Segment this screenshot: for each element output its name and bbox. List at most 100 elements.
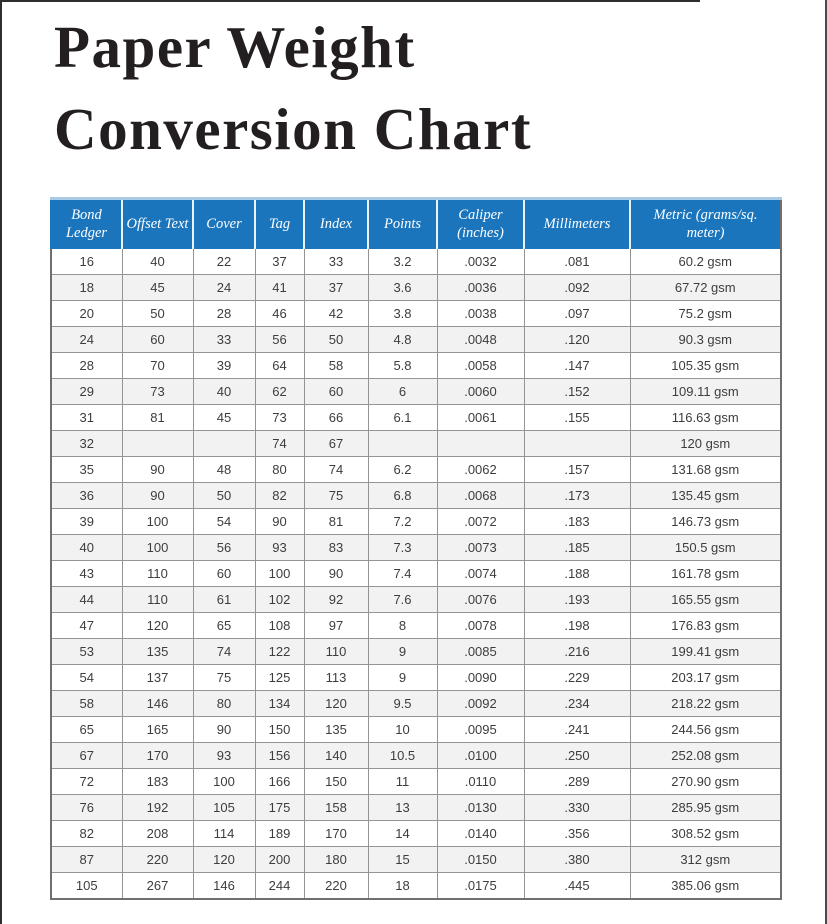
table-cell: 146.73 gsm (629, 508, 782, 535)
table-cell: 90 (121, 456, 194, 483)
table-row: 54 137 75 125 113 9.0090.229 203.17 gsm (50, 664, 782, 691)
table-cell: 100 (121, 534, 194, 561)
table-cell: .0150 (436, 846, 525, 873)
table-cell: 58 (303, 352, 369, 379)
table-cell: .0110 (436, 768, 525, 795)
table-row: 53 135 74 122 110 9.0085.216 199.41 gsm (50, 638, 782, 665)
table-cell: 105 (50, 872, 123, 900)
table-cell: 60.2 gsm (629, 248, 782, 275)
table-row: 36 90 50 82 75 6.8.0068.173 135.45 gsm (50, 482, 782, 509)
table-cell: .0076 (436, 586, 525, 613)
table-cell: 45 (121, 274, 194, 301)
table-cell: 244.56 gsm (629, 716, 782, 743)
table-cell: 90 (192, 716, 256, 743)
table-row: 40 100 56 93 83 7.3.0073.185 150.5 gsm (50, 534, 782, 561)
table-cell: 125 (254, 664, 305, 691)
table-cell: 170 (303, 820, 369, 847)
table-cell: 47 (50, 612, 123, 639)
table-cell: 18 (367, 872, 438, 900)
table-cell: 74 (303, 456, 369, 483)
table-cell: 41 (254, 274, 305, 301)
column-header-bond-ledger: Bond Ledger (50, 197, 122, 249)
table-cell: 135.45 gsm (629, 482, 782, 509)
table-cell: 33 (303, 248, 369, 275)
table-cell: 4.8 (367, 326, 438, 353)
table-cell: 285.95 gsm (629, 794, 782, 821)
table-cell: 50 (121, 300, 194, 327)
table-cell: .173 (523, 482, 631, 509)
page-edge-top-line (0, 0, 700, 2)
table-row: 47 120 65 108 97 8.0078.198 176.83 gsm (50, 612, 782, 639)
table-cell: 9.5 (367, 690, 438, 717)
table-row: 72 183 100 166 150 11.0110.289 270.90 gsm (50, 768, 782, 795)
table-cell: 56 (192, 534, 256, 561)
table-header-row: Bond Ledger Offset Text Cover Tag Index … (50, 197, 781, 249)
table-cell: 150 (303, 768, 369, 795)
table-cell: 110 (121, 560, 194, 587)
table-cell: 165 (121, 716, 194, 743)
table-cell: 113 (303, 664, 369, 691)
table-cell: 74 (192, 638, 256, 665)
table-cell: 3.6 (367, 274, 438, 301)
table-cell: .0130 (436, 794, 525, 821)
table-cell: 150.5 gsm (629, 534, 782, 561)
table-cell: 158 (303, 794, 369, 821)
table-cell: 3.2 (367, 248, 438, 275)
table-cell: 65 (50, 716, 123, 743)
table-cell: 105 (192, 794, 256, 821)
table-cell: 220 (121, 846, 194, 873)
table-cell: 65 (192, 612, 256, 639)
table-cell: .0032 (436, 248, 525, 275)
table-cell: 90 (303, 560, 369, 587)
table-cell: .0090 (436, 664, 525, 691)
column-header-metric: Metric (grams/sq. meter) (629, 197, 781, 249)
table-cell: .0175 (436, 872, 525, 900)
table-cell: 244 (254, 872, 305, 900)
table-cell: .0100 (436, 742, 525, 769)
table-cell (436, 430, 525, 457)
table-cell: 40 (50, 534, 123, 561)
table-cell: 146 (192, 872, 256, 900)
table-body: 16 40 22 37 33 3.2.0032.081 60.2 gsm 18 45 24 41 37… (50, 248, 782, 900)
table-cell: 16 (50, 248, 123, 275)
table-row: 67 170 93 156 140 10.5.0100.250 252.08 gsm (50, 742, 782, 769)
table-cell (523, 430, 631, 457)
table-cell: .081 (523, 248, 631, 275)
page-title-line-2: Conversion Chart (54, 96, 532, 162)
table-cell: .0073 (436, 534, 525, 561)
table-cell: 54 (50, 664, 123, 691)
table-cell: .0061 (436, 404, 525, 431)
table-cell: 48 (192, 456, 256, 483)
table-cell: 180 (303, 846, 369, 873)
table-cell: 5.8 (367, 352, 438, 379)
table-cell: 28 (192, 300, 256, 327)
table-cell: .241 (523, 716, 631, 743)
table-cell: 75.2 gsm (629, 300, 782, 327)
table-row: 87 220 120 200 180 15.0150.380 312 gsm (50, 846, 782, 873)
column-header-index: Index (303, 197, 368, 249)
table-cell: 74 (254, 430, 305, 457)
table-cell: 146 (121, 690, 194, 717)
table-cell: 28 (50, 352, 123, 379)
paper-weight-conversion-table: Bond Ledger Offset Text Cover Tag Index … (50, 197, 782, 900)
table-cell: .097 (523, 300, 631, 327)
table-cell: 6.1 (367, 404, 438, 431)
table-cell: 37 (254, 248, 305, 275)
table-cell: .0085 (436, 638, 525, 665)
table-cell: 90.3 gsm (629, 326, 782, 353)
table-cell: 220 (303, 872, 369, 900)
table-cell: 122 (254, 638, 305, 665)
table-cell: .147 (523, 352, 631, 379)
table-row: 43 110 60 100 90 7.4.0074.188 161.78 gsm (50, 560, 782, 587)
table-cell: .0068 (436, 482, 525, 509)
table-cell: 54 (192, 508, 256, 535)
table-cell: .092 (523, 274, 631, 301)
table-cell: .0095 (436, 716, 525, 743)
table-cell: .0060 (436, 378, 525, 405)
column-header-cover: Cover (192, 197, 255, 249)
table-cell: .120 (523, 326, 631, 353)
table-cell: 43 (50, 560, 123, 587)
table-cell: 137 (121, 664, 194, 691)
table-cell: .198 (523, 612, 631, 639)
table-row: 82 208 114 189 170 14.0140.356 308.52 gsm (50, 820, 782, 847)
